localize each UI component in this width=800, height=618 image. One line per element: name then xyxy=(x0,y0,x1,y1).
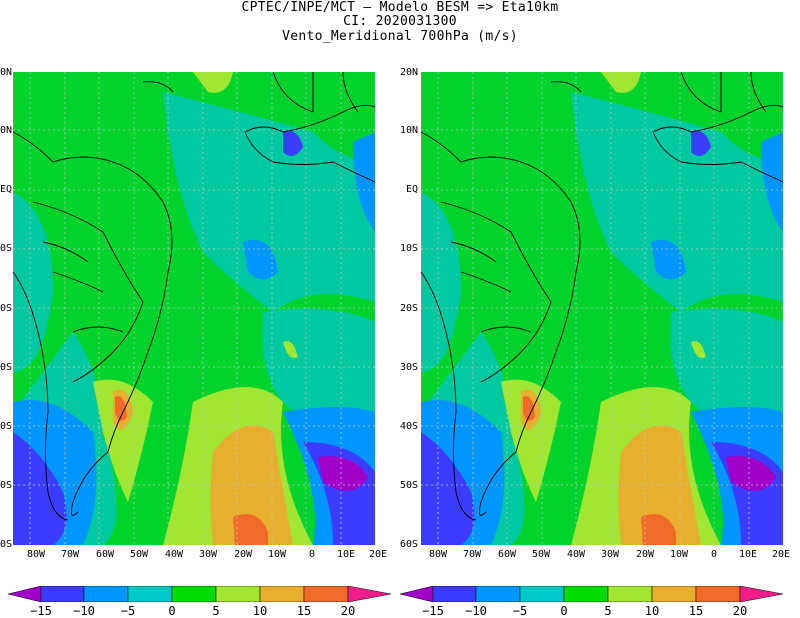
right-lat-label-30s: 30S xyxy=(399,362,418,373)
right-lat-label-20n: 20N xyxy=(399,67,418,78)
wind-field-map-left xyxy=(13,72,375,545)
right-lon-label-80w: 80W xyxy=(428,549,448,560)
right-lon-label-20e: 20E xyxy=(771,549,791,560)
colorbar-right-label-10: 10 xyxy=(644,604,660,618)
right-lon-label-70w: 70W xyxy=(462,549,482,560)
left-lon-label-10w: 10W xyxy=(267,549,287,560)
map-panel-right xyxy=(421,72,783,545)
coastline-outline-right xyxy=(421,72,783,521)
coastline-outline-left xyxy=(13,72,375,521)
left-lat-label-20n: 20N xyxy=(0,67,12,78)
right-lon-label-50w: 50W xyxy=(531,549,551,560)
left-lat-label-30s: 30S xyxy=(0,362,12,373)
colorbar-right-label-m15: −15 xyxy=(422,604,444,618)
chart-title-line1: CPTEC/INPE/MCT – Modelo BESM => Eta10km xyxy=(241,0,559,15)
colorbar-right-label-0: 0 xyxy=(560,604,568,618)
left-lat-label-10s: 10S xyxy=(0,243,12,254)
left-lon-label-50w: 50W xyxy=(129,549,149,560)
right-lat-label-20s: 20S xyxy=(399,303,418,314)
left-lon-label-80w: 80W xyxy=(26,549,46,560)
colorbar-left-label-15: 15 xyxy=(296,604,312,618)
right-lon-label-60w: 60W xyxy=(497,549,517,560)
right-lon-label-10e: 10E xyxy=(738,549,758,560)
colorbar-right-label-m5: −5 xyxy=(512,604,528,618)
wind-field-map-right xyxy=(421,72,783,545)
colorbar-left-label-5: 5 xyxy=(212,604,220,618)
right-lat-label-50s: 50S xyxy=(399,480,418,491)
colorbar-left-label-20: 20 xyxy=(340,604,356,618)
left-lon-label-30w: 30W xyxy=(198,549,218,560)
left-lon-label-60w: 60W xyxy=(95,549,115,560)
right-lon-label-30w: 30W xyxy=(600,549,620,560)
chart-title-line2: CI: 2020031300 xyxy=(343,14,457,29)
left-lat-label-20s: 20S xyxy=(0,303,12,314)
map-panel-left xyxy=(13,72,375,545)
right-lat-label-eq: EQ xyxy=(405,184,418,195)
right-lon-label-0: 0 xyxy=(710,549,718,560)
right-lon-label-10w: 10W xyxy=(669,549,689,560)
right-lat-label-10n: 10N xyxy=(399,125,418,136)
right-lat-label-40s: 40S xyxy=(399,421,418,432)
left-lat-label-50s: 50S xyxy=(0,480,12,491)
colorbar-right-label-m10: −10 xyxy=(465,604,487,618)
left-lon-label-20e: 20E xyxy=(368,549,388,560)
colorbar-left-label-0: 0 xyxy=(168,604,176,618)
colorbar-left-label-10: 10 xyxy=(252,604,268,618)
left-lon-label-10e: 10E xyxy=(336,549,356,560)
left-lon-label-70w: 70W xyxy=(60,549,80,560)
left-lat-label-eq: EQ xyxy=(0,184,12,195)
chart-title-line3: Vento_Meridional 700hPa (m/s) xyxy=(282,29,518,44)
right-lon-label-20w: 20W xyxy=(635,549,655,560)
left-lon-label-20w: 20W xyxy=(233,549,253,560)
colorbar-left-label-m10: −10 xyxy=(73,604,95,618)
colorbar-left xyxy=(8,586,392,602)
colorbar-right-label-5: 5 xyxy=(604,604,612,618)
left-lat-label-40s: 40S xyxy=(0,421,12,432)
left-lat-label-60s: 60S xyxy=(0,539,12,550)
left-lat-label-10n: 10N xyxy=(0,125,12,136)
colorbar-left-label-m5: −5 xyxy=(120,604,136,618)
colorbar-right xyxy=(400,586,784,602)
right-lat-label-10s: 10S xyxy=(399,243,418,254)
colorbar-left-label-m15: −15 xyxy=(30,604,52,618)
left-lon-label-0: 0 xyxy=(308,549,316,560)
right-lat-label-60s: 60S xyxy=(399,539,418,550)
colorbar-right-label-20: 20 xyxy=(732,604,748,618)
right-lon-label-40w: 40W xyxy=(566,549,586,560)
left-lon-label-40w: 40W xyxy=(164,549,184,560)
colorbar-right-label-15: 15 xyxy=(688,604,704,618)
